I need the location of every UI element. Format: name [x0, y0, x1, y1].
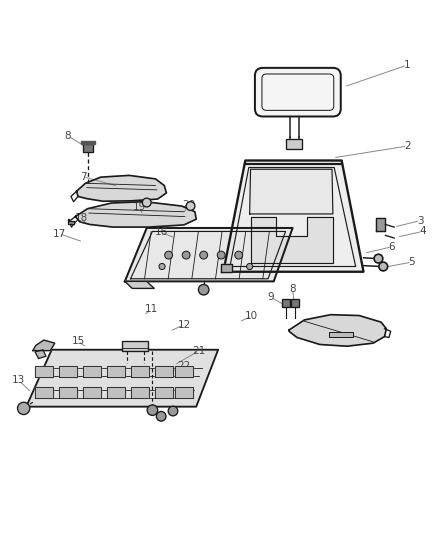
Polygon shape	[77, 175, 166, 201]
Circle shape	[159, 263, 165, 270]
Polygon shape	[155, 366, 173, 377]
Text: 17: 17	[53, 229, 66, 239]
Circle shape	[182, 251, 190, 259]
Polygon shape	[75, 201, 196, 227]
Circle shape	[235, 251, 243, 259]
Polygon shape	[35, 387, 53, 398]
Text: 20: 20	[182, 200, 195, 210]
Polygon shape	[125, 228, 293, 281]
Bar	[328, 332, 353, 337]
Text: 1: 1	[404, 60, 411, 70]
Polygon shape	[59, 366, 77, 377]
Polygon shape	[223, 160, 364, 272]
Polygon shape	[221, 264, 232, 272]
Text: 9: 9	[267, 292, 274, 302]
Polygon shape	[107, 387, 125, 398]
Text: 5: 5	[408, 257, 415, 267]
Text: 6: 6	[389, 242, 396, 252]
Text: 12: 12	[177, 320, 191, 330]
Bar	[122, 341, 148, 351]
Text: 15: 15	[71, 336, 85, 346]
Circle shape	[186, 201, 195, 211]
Circle shape	[217, 251, 225, 259]
Polygon shape	[35, 366, 53, 377]
Bar	[291, 299, 299, 307]
Circle shape	[200, 251, 208, 259]
Polygon shape	[68, 219, 74, 224]
Polygon shape	[33, 340, 55, 351]
Circle shape	[168, 406, 178, 416]
Text: 8: 8	[289, 284, 296, 294]
FancyBboxPatch shape	[286, 139, 302, 149]
Circle shape	[379, 262, 388, 271]
Text: 3: 3	[417, 215, 424, 225]
Polygon shape	[175, 366, 193, 377]
Bar	[83, 144, 93, 152]
Text: 4: 4	[419, 227, 426, 237]
Text: 22: 22	[177, 361, 191, 372]
Polygon shape	[125, 281, 154, 288]
Polygon shape	[83, 387, 101, 398]
Circle shape	[165, 251, 173, 259]
Polygon shape	[59, 387, 77, 398]
Text: 19: 19	[133, 203, 146, 212]
Text: 16: 16	[155, 228, 168, 237]
Bar	[282, 299, 290, 307]
Text: 2: 2	[404, 141, 411, 151]
Polygon shape	[131, 387, 149, 398]
Text: 21: 21	[193, 345, 206, 356]
Circle shape	[142, 198, 151, 207]
Circle shape	[247, 263, 253, 270]
Polygon shape	[131, 366, 149, 377]
Polygon shape	[81, 141, 95, 144]
Text: 10: 10	[245, 311, 258, 321]
Circle shape	[147, 405, 158, 415]
Polygon shape	[155, 387, 173, 398]
Polygon shape	[250, 169, 333, 214]
Text: 7: 7	[80, 172, 87, 182]
Text: 13: 13	[12, 375, 25, 385]
Polygon shape	[83, 366, 101, 377]
Circle shape	[374, 254, 383, 263]
Polygon shape	[251, 217, 333, 263]
Circle shape	[198, 285, 209, 295]
Circle shape	[18, 402, 30, 415]
Polygon shape	[289, 314, 386, 346]
Polygon shape	[107, 366, 125, 377]
Text: 11: 11	[145, 304, 158, 314]
Text: 8: 8	[64, 131, 71, 141]
Polygon shape	[35, 350, 46, 359]
Polygon shape	[376, 219, 385, 231]
Circle shape	[156, 411, 166, 421]
Polygon shape	[26, 350, 218, 407]
Text: 18: 18	[74, 213, 88, 223]
Polygon shape	[175, 387, 193, 398]
FancyBboxPatch shape	[255, 68, 341, 117]
